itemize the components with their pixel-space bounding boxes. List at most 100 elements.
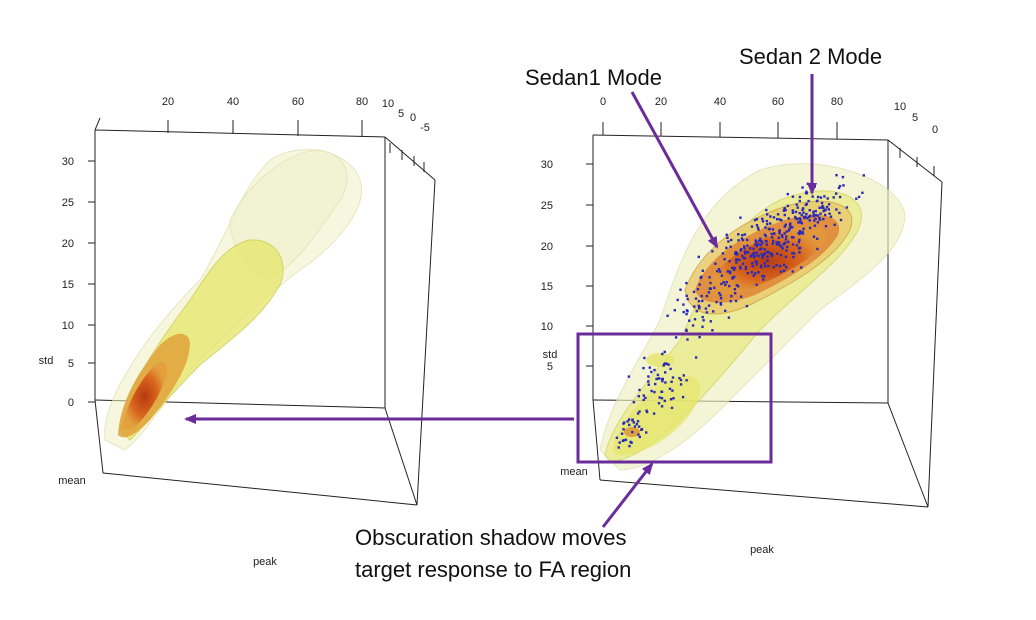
right-std-tick: 30 — [541, 159, 553, 171]
sample-point — [663, 399, 666, 403]
sample-point — [755, 217, 759, 221]
sample-point — [793, 252, 796, 255]
sample-point — [728, 271, 732, 275]
sample-point — [671, 376, 675, 379]
sample-point — [719, 294, 722, 297]
sample-point — [729, 270, 732, 273]
sample-point — [695, 310, 698, 313]
sample-point — [693, 318, 697, 321]
left-peak-tick: 80 — [356, 96, 368, 108]
right-peak-label: peak — [750, 544, 774, 556]
sample-point — [757, 243, 760, 246]
sample-point — [802, 227, 805, 230]
sample-point — [719, 303, 723, 306]
sample-point — [740, 237, 744, 240]
left-mean-tick: 5 — [398, 108, 404, 120]
sample-point — [741, 234, 744, 237]
sample-point — [685, 294, 688, 297]
sample-point — [699, 276, 702, 280]
sample-point — [798, 251, 801, 254]
sample-point — [733, 288, 737, 291]
sample-point — [760, 253, 763, 256]
sample-point — [783, 213, 786, 217]
sample-point — [725, 246, 728, 250]
sample-point — [727, 240, 730, 243]
sample-point — [688, 319, 691, 322]
sample-point — [674, 336, 678, 339]
sample-point — [763, 248, 766, 251]
left-std-axis: 0 5 10 15 20 25 30 std — [39, 156, 95, 409]
sample-point — [770, 253, 774, 256]
sample-point — [725, 281, 728, 284]
sample-point — [760, 247, 763, 250]
sample-point — [719, 297, 723, 300]
sample-point — [778, 231, 781, 235]
sample-point — [778, 229, 781, 232]
sample-point — [804, 215, 807, 218]
left-peak-tick: 20 — [162, 96, 174, 108]
sample-point — [750, 225, 754, 228]
sample-point — [805, 190, 808, 193]
left-density-plot: 20 40 60 80 peak 10 5 0 -5 mean — [39, 96, 436, 568]
sample-point — [753, 218, 757, 222]
sample-point — [782, 209, 786, 212]
sample-point — [633, 425, 637, 428]
sample-point — [799, 231, 802, 235]
sample-point — [782, 243, 785, 246]
sample-point — [820, 201, 824, 205]
sample-point — [709, 281, 712, 285]
sample-point — [757, 228, 760, 231]
sample-point — [816, 221, 820, 224]
sample-point — [780, 219, 783, 222]
right-peak-tick: 20 — [655, 96, 667, 108]
sample-point — [723, 258, 726, 261]
sample-point — [783, 207, 786, 211]
sample-point — [771, 228, 775, 231]
sample-point — [827, 208, 830, 211]
sample-point — [660, 390, 664, 393]
sample-point — [798, 199, 801, 203]
sample-point — [685, 379, 688, 382]
sample-point — [770, 236, 774, 239]
sample-point — [818, 206, 821, 209]
sample-point — [631, 430, 634, 434]
sample-point — [728, 260, 731, 263]
sample-point — [766, 259, 769, 262]
sample-point — [791, 251, 794, 255]
sample-point — [816, 214, 820, 217]
sample-point — [672, 397, 675, 400]
sample-point — [730, 238, 733, 242]
sample-point — [756, 254, 759, 257]
sample-point — [782, 269, 786, 272]
sample-point — [742, 256, 745, 260]
sample-point — [636, 412, 640, 415]
sample-point — [814, 209, 817, 213]
sample-point — [679, 288, 682, 291]
right-mean-axis: 10 5 0 mean — [560, 101, 938, 478]
sample-point — [766, 251, 769, 254]
sample-point — [753, 255, 756, 259]
sample-point — [720, 274, 724, 277]
sample-point — [765, 243, 768, 246]
sample-point — [783, 232, 786, 235]
sample-point — [809, 214, 812, 217]
left-std-tick: 10 — [62, 320, 74, 332]
sample-point — [741, 254, 744, 258]
sample-point — [761, 256, 764, 259]
sample-point — [682, 303, 685, 306]
sample-point — [719, 301, 722, 305]
sample-point — [800, 266, 803, 269]
sample-point — [664, 371, 667, 374]
sample-point — [776, 218, 779, 221]
sample-point — [761, 217, 764, 220]
sample-point — [779, 270, 783, 273]
sample-point — [787, 229, 791, 232]
sample-point — [700, 294, 703, 298]
sample-point — [673, 309, 676, 312]
sample-point — [792, 255, 795, 259]
sample-point — [681, 395, 685, 399]
sample-point — [756, 226, 760, 229]
sample-point — [771, 242, 774, 245]
sample-point — [814, 217, 817, 220]
sample-point — [737, 233, 740, 236]
